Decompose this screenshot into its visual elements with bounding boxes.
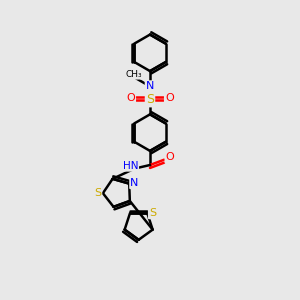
Text: O: O [165, 94, 174, 103]
Text: O: O [126, 94, 135, 103]
Text: CH₃: CH₃ [126, 70, 142, 79]
Text: O: O [166, 152, 174, 162]
Text: S: S [94, 188, 101, 198]
Text: S: S [146, 93, 154, 106]
Text: S: S [149, 208, 156, 218]
Text: N: N [130, 178, 139, 188]
Text: HN: HN [122, 160, 138, 171]
Text: N: N [146, 81, 154, 92]
